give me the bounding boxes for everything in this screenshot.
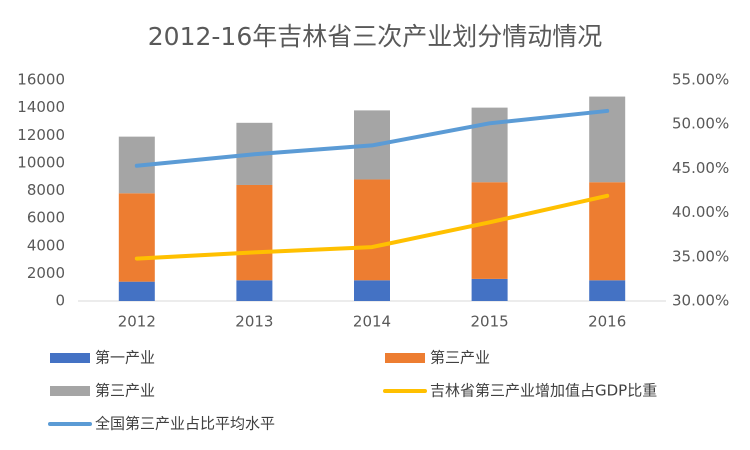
bar	[118, 281, 155, 301]
legend-swatch	[50, 386, 90, 396]
y-tick-label: 16000	[17, 71, 65, 89]
x-tick-label: 2013	[235, 313, 273, 331]
y2-tick-label: 55.00%	[672, 71, 729, 89]
y2-tick-label: 30.00%	[672, 292, 729, 310]
legend-swatch	[385, 353, 425, 363]
legend-label: 吉林省第三产业增加值占GDP比重	[430, 382, 657, 400]
y-tick-label: 12000	[17, 126, 65, 144]
y-tick-label: 8000	[27, 181, 65, 199]
legend-label: 第一产业	[95, 349, 155, 367]
legend-label: 第三产业	[430, 349, 490, 367]
x-tick-label: 2016	[588, 313, 626, 331]
y2-tick-label: 45.00%	[672, 159, 729, 177]
y-tick-label: 6000	[27, 209, 65, 227]
line	[134, 193, 610, 261]
bar	[236, 184, 273, 281]
x-tick-label: 2015	[471, 313, 509, 331]
y2-tick-label: 40.00%	[672, 203, 729, 221]
x-tick-label: 2014	[353, 313, 391, 331]
x-tick-label: 2012	[118, 313, 156, 331]
bar	[471, 182, 508, 279]
y-tick-label: 14000	[17, 98, 65, 116]
bar	[118, 193, 155, 282]
bar	[471, 107, 508, 183]
bar	[471, 278, 508, 301]
y-tick-label: 10000	[17, 153, 65, 171]
y-tick-label: 0	[55, 292, 65, 310]
bar	[236, 280, 273, 301]
y-tick-label: 4000	[27, 236, 65, 254]
y2-tick-label: 35.00%	[672, 247, 729, 265]
line	[134, 108, 610, 168]
legend-label: 第三产业	[95, 382, 155, 400]
chart-title: 2012-16年吉林省三次产业划分情动情况	[148, 22, 602, 51]
y-tick-label: 2000	[27, 264, 65, 282]
legend-swatch	[50, 353, 90, 363]
bar	[354, 280, 390, 301]
legend-label: 全国第三产业占比平均水平	[95, 415, 275, 433]
bar	[354, 179, 390, 281]
bar	[589, 280, 626, 301]
y2-tick-label: 50.00%	[672, 115, 729, 133]
